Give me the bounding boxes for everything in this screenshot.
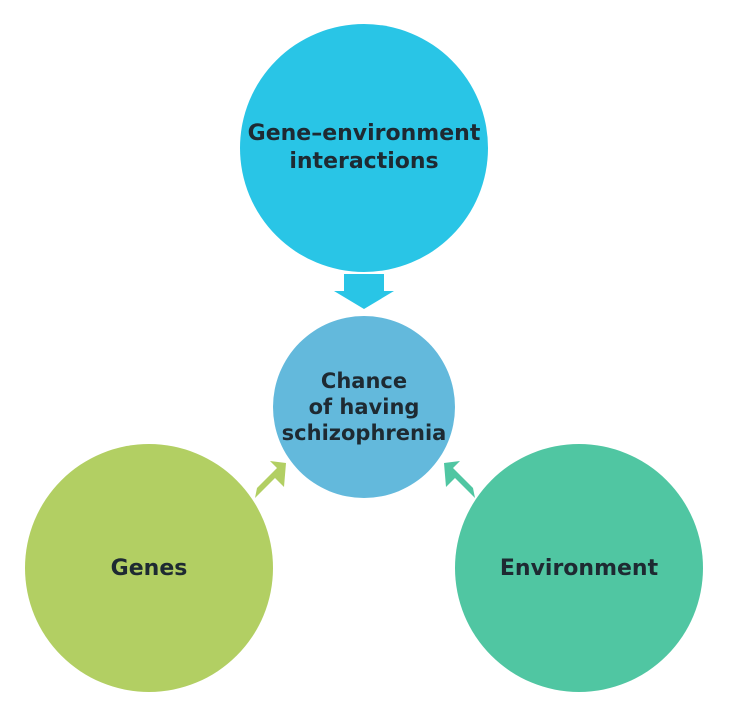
node-genes: Genes: [25, 444, 273, 692]
arrow-top-to-center: [334, 274, 394, 309]
node-environment: Environment: [455, 444, 703, 692]
node-gene-environment-interactions: Gene–environment interactions: [240, 24, 488, 272]
node-genes-label: Genes: [110, 555, 188, 581]
node-chance-of-schizophrenia-label: Chance of having schizophrenia: [281, 369, 447, 445]
arrow-environment-to-center: [444, 461, 475, 498]
node-chance-of-schizophrenia: Chance of having schizophrenia: [273, 316, 455, 498]
node-environment-label: Environment: [499, 555, 659, 581]
node-gene-environment-interactions-label: Gene–environment interactions: [247, 121, 481, 174]
arrow-genes-to-center: [255, 461, 286, 498]
